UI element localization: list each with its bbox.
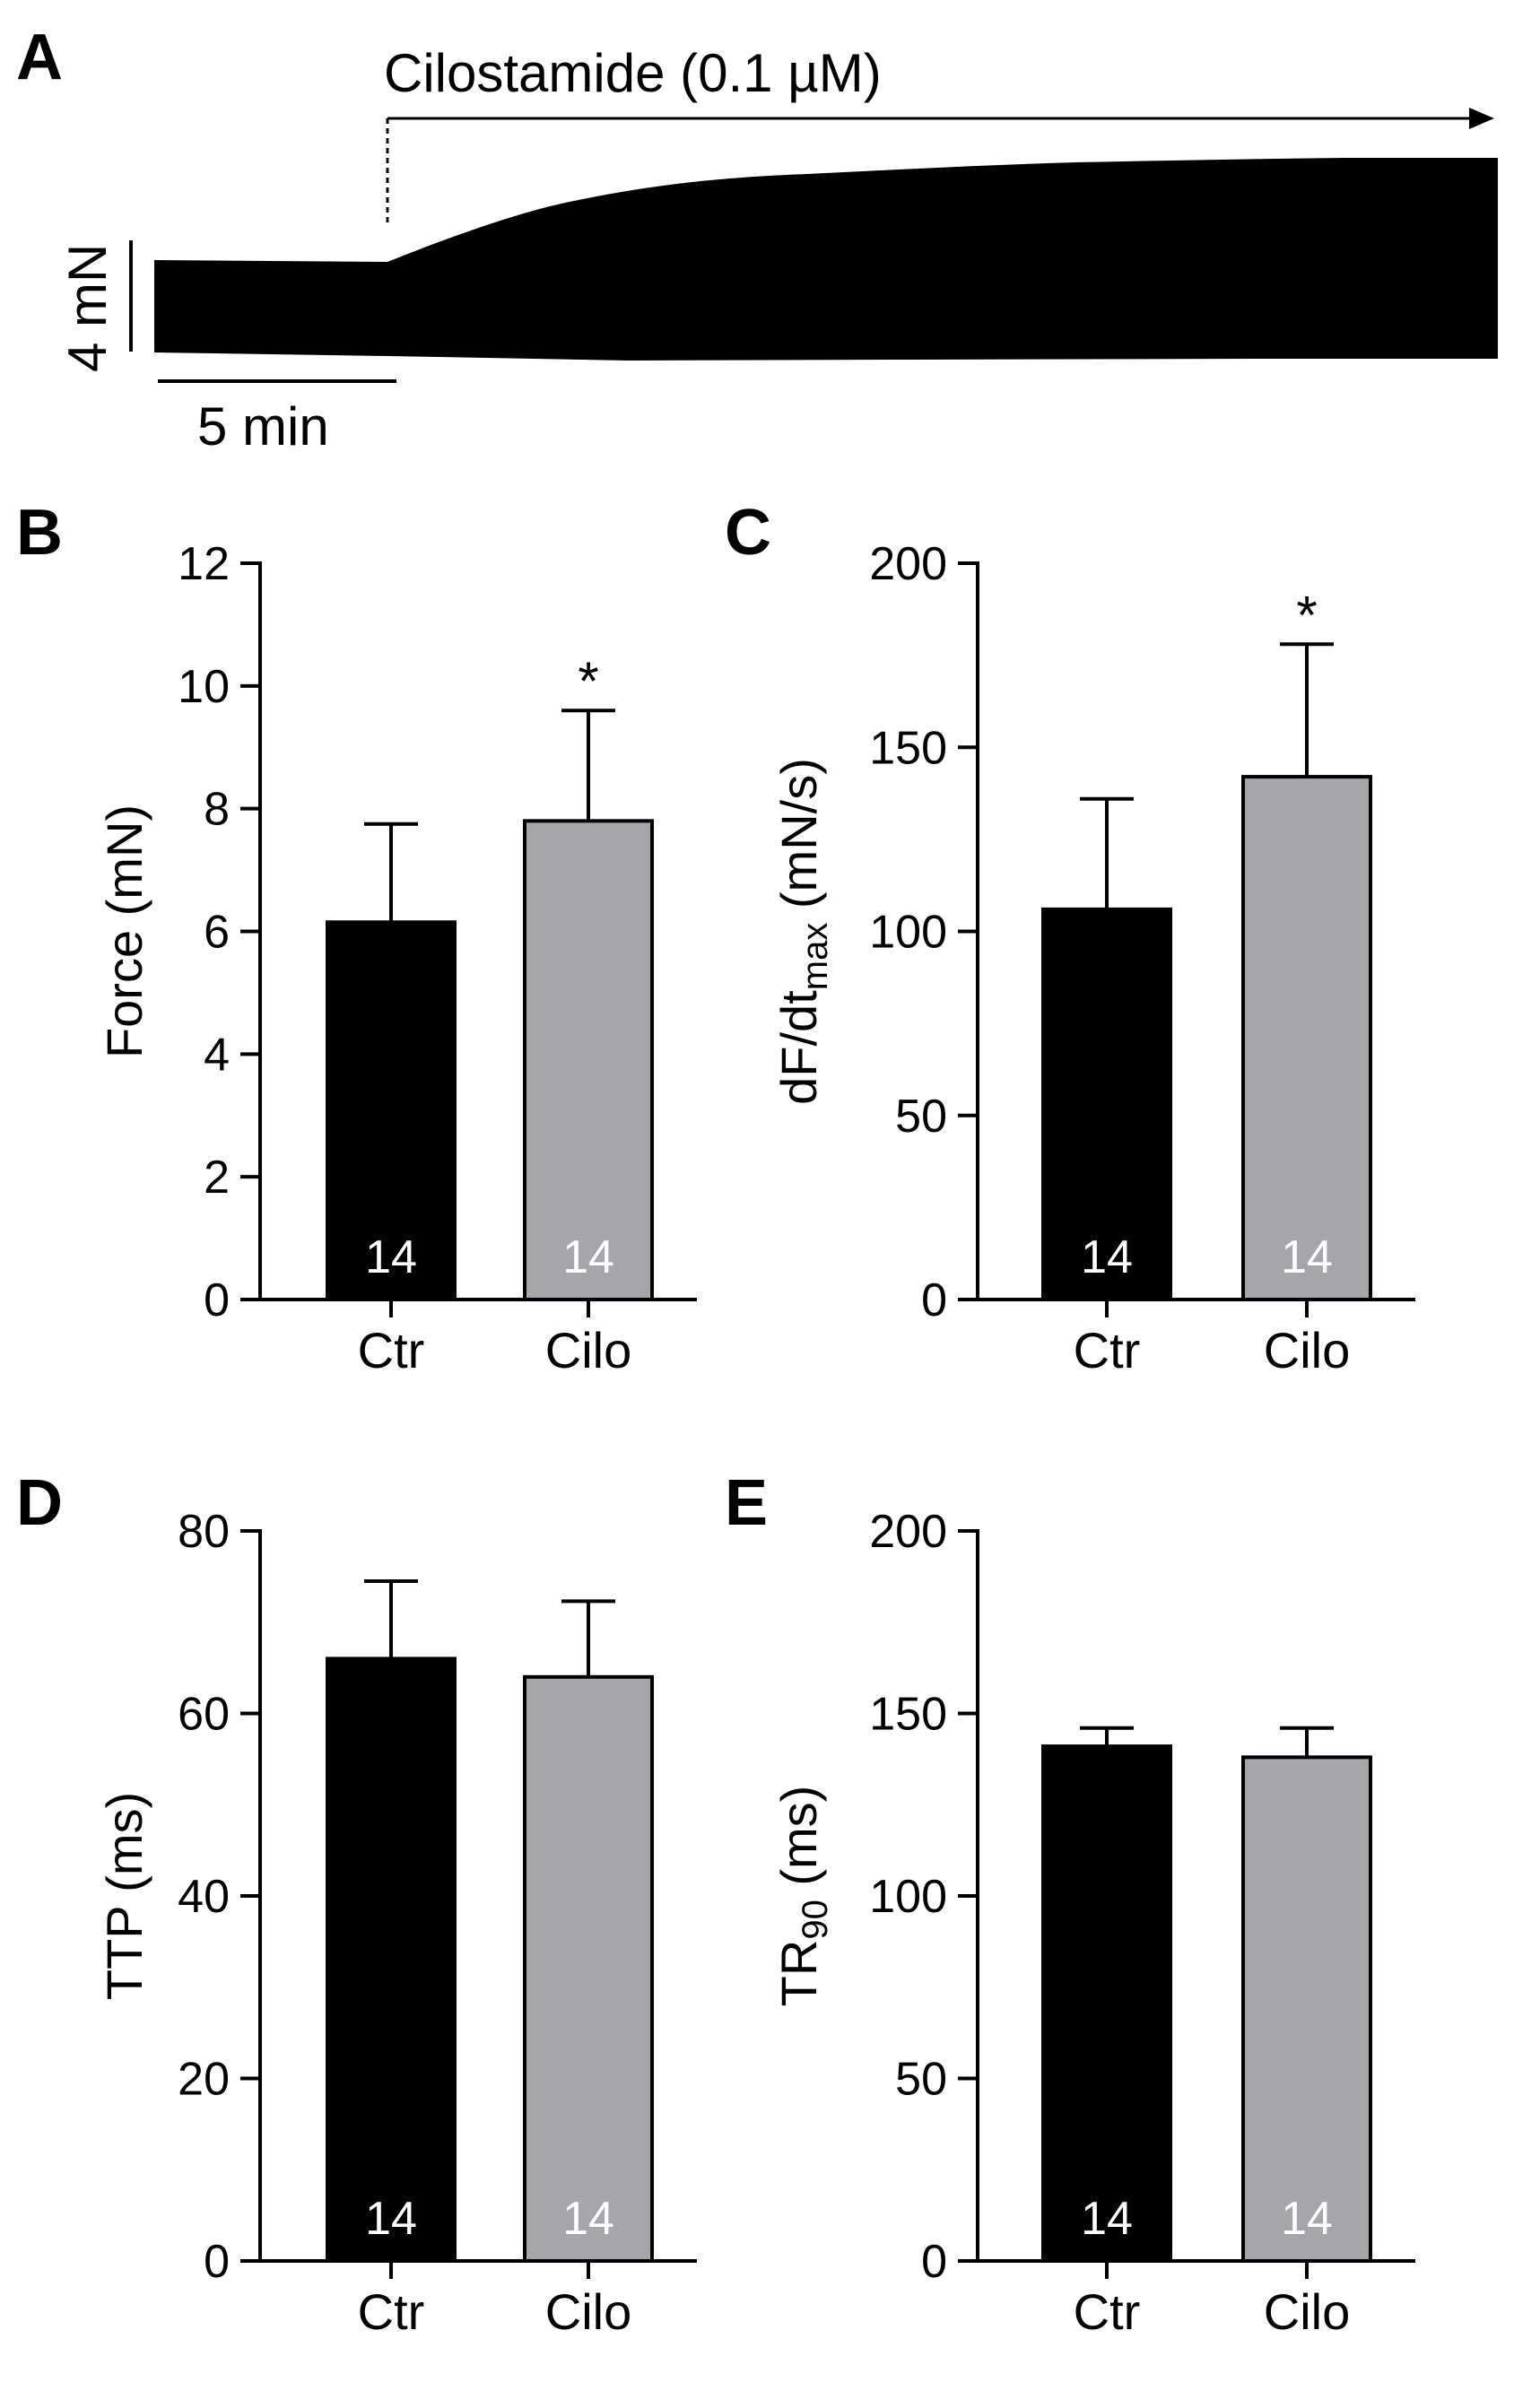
y-axis-title-main: dF/dt: [770, 990, 827, 1105]
bar-cilo: [1241, 775, 1372, 1301]
panel-letter-a: A: [16, 22, 63, 93]
n-label-ctr: 14: [1081, 1231, 1133, 1283]
y-axis-title-subscript: 90: [796, 1900, 835, 1940]
y-tick-label: 0: [204, 2236, 230, 2288]
y-axis-title-main: Force (mN): [96, 804, 152, 1058]
panel-letter-c: C: [725, 497, 771, 569]
y-tick-label: 60: [178, 1689, 230, 1741]
category-label-cilo: Cilo: [545, 2283, 631, 2340]
n-label-ctr: 14: [365, 1231, 417, 1283]
bar-cilo: [523, 1674, 654, 2264]
y-tick-label: 6: [204, 907, 230, 959]
significance-star: *: [578, 651, 598, 711]
bar-cilo: [523, 819, 654, 1301]
y-tick-label: 150: [869, 1689, 947, 1741]
n-label-cilo: 14: [1281, 2193, 1333, 2245]
bar-ctr: [1041, 1744, 1172, 2263]
y-axis-title: dF/dtmax (mN/s): [770, 758, 835, 1105]
y-tick-label: 200: [869, 538, 947, 590]
y-tick-label: 10: [178, 661, 230, 713]
y-tick-label: 150: [869, 722, 947, 774]
y-tick-label: 0: [921, 2236, 947, 2288]
y-axis-title: Force (mN): [96, 804, 152, 1058]
y-tick-label: 12: [178, 538, 230, 590]
category-label-ctr: Ctr: [1074, 1322, 1141, 1378]
y-tick-label: 40: [178, 1871, 230, 1923]
panel-b-force-chart: B 14 Ctr 14 * Cilo 0 2 4 6 8 10 12 Force (mN): [16, 497, 697, 1378]
n-label-cilo: 14: [562, 1231, 614, 1283]
panel-letter-b: B: [16, 497, 63, 569]
y-axis-title-main: TR: [770, 1940, 827, 2007]
n-label-cilo: 14: [562, 2193, 614, 2245]
y-axis-title-unit: (mN/s): [770, 758, 827, 923]
significance-star: *: [1296, 585, 1317, 645]
panel-e-tr90-chart: E 14 Ctr 14 Cilo 0 50 100 150 200 TR90 (ms): [725, 1467, 1415, 2340]
y-tick-label: 100: [869, 1871, 947, 1923]
y-tick-label: 200: [869, 1506, 947, 1558]
y-tick-label: 80: [178, 1506, 230, 1558]
n-label-cilo: 14: [1281, 1231, 1333, 1283]
n-label-ctr: 14: [365, 2193, 417, 2245]
drug-label: Cilostamide (0.1 µM): [384, 43, 882, 103]
y-axis-title-main: TTP (ms): [96, 1792, 152, 2000]
panel-d-ttp-chart: D 14 Ctr 14 Cilo 0 20 40 60 80 TTP (ms): [16, 1467, 697, 2340]
category-label-cilo: Cilo: [545, 1322, 631, 1378]
y-tick-label: 4: [204, 1029, 230, 1081]
n-label-ctr: 14: [1081, 2193, 1133, 2245]
panel-c-dfdt-chart: C 14 Ctr 14 * Cilo 0 50 100 150 200 dF/dtmax (mN/s): [725, 497, 1415, 1378]
bar-ctr: [326, 1656, 457, 2263]
y-axis-title: TTP (ms): [96, 1792, 152, 2000]
y-tick-label: 0: [921, 1274, 947, 1326]
y-axis-title-subscript: max: [796, 923, 835, 991]
force-scale-label: 4 mN: [57, 244, 117, 372]
time-scale-label: 5 min: [197, 396, 329, 456]
force-trace: [154, 158, 1498, 361]
bar-ctr: [326, 920, 457, 1302]
y-axis-title-unit: (ms): [770, 1786, 827, 1900]
category-label-cilo: Cilo: [1264, 2283, 1350, 2340]
panel-a: A Cilostamide (0.1 µM) 4 mN 5 min: [16, 22, 1498, 456]
panel-letter-e: E: [725, 1467, 768, 1539]
drug-arrow-head: [1469, 108, 1494, 129]
y-tick-label: 0: [204, 1274, 230, 1326]
category-label-ctr: Ctr: [358, 1322, 425, 1378]
y-tick-label: 100: [869, 907, 947, 959]
y-tick-label: 50: [895, 1091, 947, 1143]
y-tick-label: 8: [204, 784, 230, 836]
y-tick-label: 2: [204, 1152, 230, 1204]
y-tick-label: 50: [895, 2054, 947, 2106]
panel-letter-d: D: [16, 1467, 63, 1539]
category-label-ctr: Ctr: [358, 2283, 425, 2340]
y-axis-title: TR90 (ms): [770, 1786, 835, 2007]
category-label-ctr: Ctr: [1074, 2283, 1141, 2340]
bar-cilo: [1241, 1755, 1372, 2263]
category-label-cilo: Cilo: [1264, 1322, 1350, 1378]
y-tick-label: 20: [178, 2054, 230, 2106]
